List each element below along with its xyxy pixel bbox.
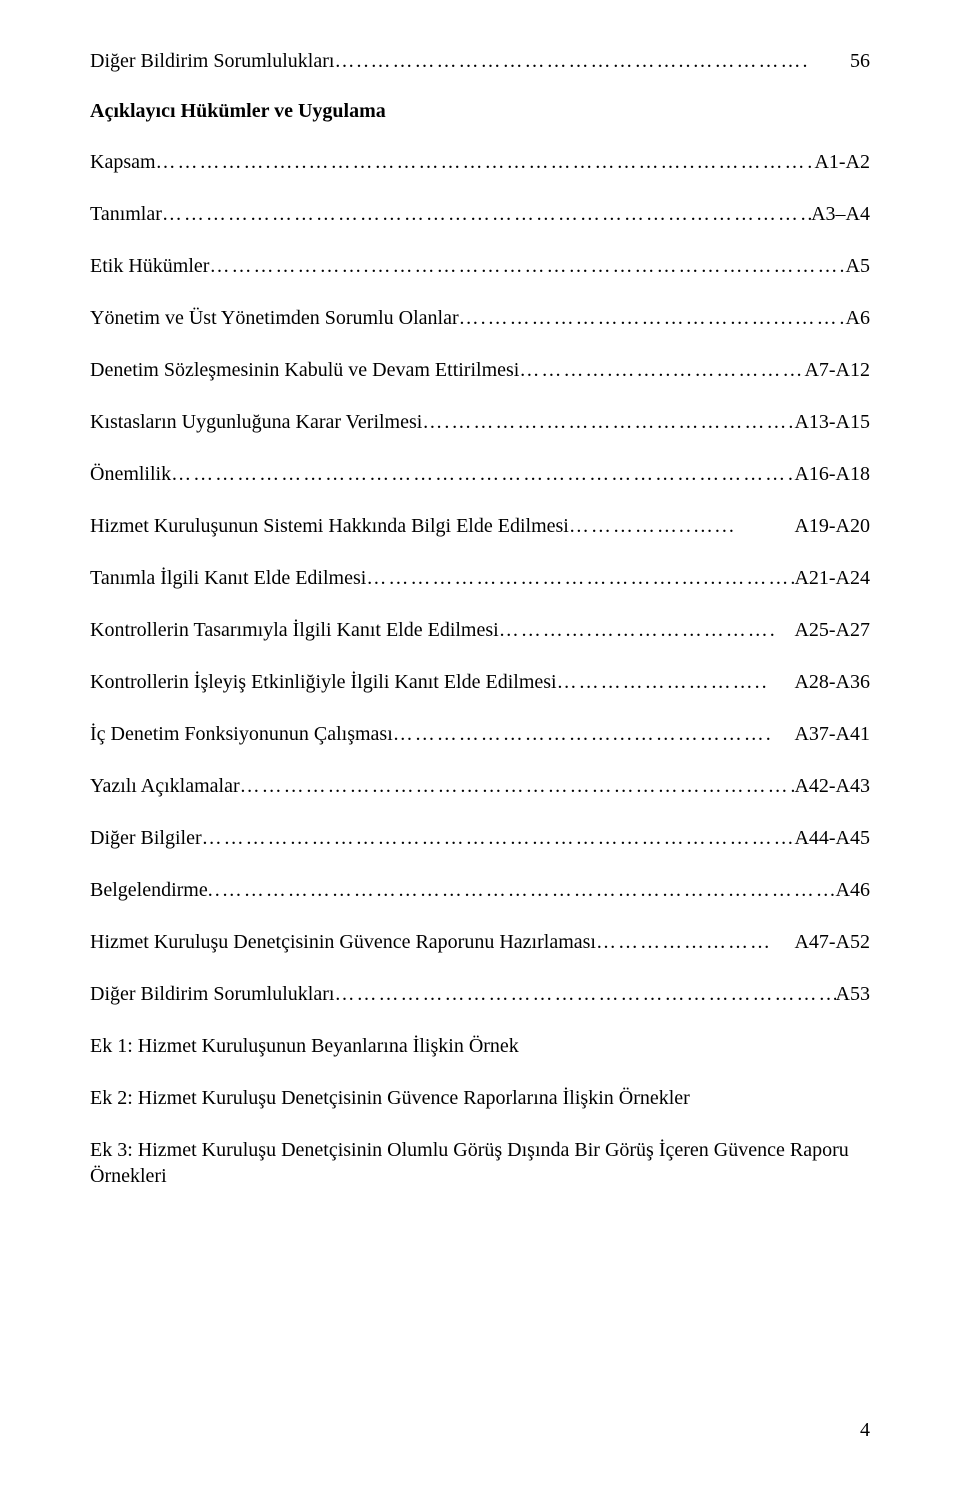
toc-page-ref: A21-A24 bbox=[794, 565, 870, 591]
toc-page-ref: A37-A41 bbox=[794, 721, 870, 747]
toc-label: Denetim Sözleşmesinin Kabulü ve Devam Et… bbox=[90, 357, 519, 383]
toc-dots: ……………………….. bbox=[557, 669, 795, 695]
toc-entry: Etik Hükümler ………………….…………………………………………….… bbox=[90, 253, 870, 279]
toc-dots: ………………………………………………………………………………. bbox=[202, 825, 795, 851]
toc-entry: Önemlilik ………………………………………………………………………………… bbox=[90, 461, 870, 487]
toc-dots: ………….……..…………………. bbox=[519, 357, 804, 383]
toc-page-ref: A44-A45 bbox=[794, 825, 870, 851]
toc-entry: Tanımla İlgili Kanıt Elde Edilmesi ……………… bbox=[90, 565, 870, 591]
toc-entry: İç Denetim Fonksiyonunun Çalışması ……………… bbox=[90, 721, 870, 747]
toc-page-ref: A53 bbox=[836, 981, 870, 1007]
toc-entry: Hizmet Kuruluşunun Sistemi Hakkında Bilg… bbox=[90, 513, 870, 539]
toc-dots: ……………..…... bbox=[569, 513, 795, 539]
appendix-line: Ek 1: Hizmet Kuruluşunun Beyanlarına İli… bbox=[90, 1033, 870, 1059]
toc-dots: ………….……………………. bbox=[499, 617, 795, 643]
toc-entry: Yönetim ve Üst Yönetimden Sorumlu Olanla… bbox=[90, 305, 870, 331]
toc-dots: ……………………………………………………………………………………..…... bbox=[162, 201, 811, 227]
toc-dots: …..……………………………………..……………. bbox=[334, 48, 850, 74]
toc-page-ref: A19-A20 bbox=[794, 513, 870, 539]
toc-dots: …………………………………….…...………. bbox=[366, 565, 794, 591]
toc-dots: ……………………………………………………………... bbox=[334, 981, 835, 1007]
page-number: 4 bbox=[860, 1419, 870, 1442]
toc-label: İç Denetim Fonksiyonunun Çalışması bbox=[90, 721, 393, 747]
toc-page-ref: 56 bbox=[850, 48, 870, 74]
toc-label: Yazılı Açıklamalar bbox=[90, 773, 240, 799]
toc-label: Diğer Bildirim Sorumlulukları bbox=[90, 48, 334, 74]
toc-entry: Kontrollerin İşleyiş Etkinliğiyle İlgili… bbox=[90, 669, 870, 695]
toc-dots: …………………………...………………. bbox=[393, 721, 795, 747]
appendix-line: Ek 3: Hizmet Kuruluşu Denetçisinin Oluml… bbox=[90, 1137, 870, 1189]
toc-dots: …………………… bbox=[596, 929, 794, 955]
toc-dots: ……………………………………………………………………………………... bbox=[171, 461, 794, 487]
toc-page-ref: A47-A52 bbox=[794, 929, 870, 955]
toc-entry: Diğer Bildirim Sorumlulukları …..…………………… bbox=[90, 48, 870, 74]
toc-entry: Hizmet Kuruluşu Denetçisinin Güvence Rap… bbox=[90, 929, 870, 955]
toc-label: Kapsam bbox=[90, 149, 156, 175]
section-title: Açıklayıcı Hükümler ve Uygulama bbox=[90, 100, 870, 123]
toc-page-ref: A42-A43 bbox=[794, 773, 870, 799]
toc-label: Etik Hükümler bbox=[90, 253, 209, 279]
toc-entry: Denetim Sözleşmesinin Kabulü ve Devam Et… bbox=[90, 357, 870, 383]
toc-dots: ….………….…………………………….. bbox=[422, 409, 794, 435]
toc-label: Yönetim ve Üst Yönetimden Sorumlu Olanla… bbox=[90, 305, 459, 331]
toc-dots: ….…………………………………...………. bbox=[459, 305, 846, 331]
toc-entry: Diğer Bildirim Sorumlulukları …………………………… bbox=[90, 981, 870, 1007]
toc-page-ref: A7-A12 bbox=[804, 357, 870, 383]
toc-page-ref: A5 bbox=[846, 253, 870, 279]
toc-label: Tanımlar bbox=[90, 201, 162, 227]
document-page: Diğer Bildirim Sorumlulukları …..…………………… bbox=[0, 0, 960, 1490]
toc-page-ref: A13-A15 bbox=[794, 409, 870, 435]
toc-dots: ………………….…………………………………………….………….………….…... bbox=[209, 253, 845, 279]
toc-page-ref: A3–A4 bbox=[811, 201, 870, 227]
toc-dots: ………………………………………………………………………. bbox=[240, 773, 795, 799]
toc-dots: …………….…..……………………………………………..…………………………..… bbox=[156, 149, 815, 175]
toc-entry: Yazılı Açıklamalar ………………………………………………………… bbox=[90, 773, 870, 799]
toc-entry: Kıstasların Uygunluğuna Karar Verilmesi … bbox=[90, 409, 870, 435]
toc-label: Önemlilik bbox=[90, 461, 171, 487]
toc-label: Kıstasların Uygunluğuna Karar Verilmesi bbox=[90, 409, 422, 435]
toc-page-ref: A28-A36 bbox=[794, 669, 870, 695]
toc-label: Diğer Bilgiler bbox=[90, 825, 202, 851]
toc-page-ref: A46 bbox=[836, 877, 870, 903]
toc-entry: Kontrollerin Tasarımıyla İlgili Kanıt El… bbox=[90, 617, 870, 643]
toc-label: Kontrollerin Tasarımıyla İlgili Kanıt El… bbox=[90, 617, 499, 643]
toc-entry: Belgelendirme ..………………………………………………………………… bbox=[90, 877, 870, 903]
toc-page-ref: A6 bbox=[846, 305, 870, 331]
toc-entry: Tanımlar …………………………………………………………………………………… bbox=[90, 201, 870, 227]
toc-label: Diğer Bildirim Sorumlulukları bbox=[90, 981, 334, 1007]
toc-entry: Diğer Bilgiler …………………………………………………………………… bbox=[90, 825, 870, 851]
toc-label: Belgelendirme bbox=[90, 877, 208, 903]
appendix-line: Ek 2: Hizmet Kuruluşu Denetçisinin Güven… bbox=[90, 1085, 870, 1111]
toc-label: Kontrollerin İşleyiş Etkinliğiyle İlgili… bbox=[90, 669, 557, 695]
toc-page-ref: A16-A18 bbox=[794, 461, 870, 487]
toc-label: Hizmet Kuruluşu Denetçisinin Güvence Rap… bbox=[90, 929, 596, 955]
toc-entry: Kapsam …………….…..……………………………………………..……………… bbox=[90, 149, 870, 175]
toc-page-ref: A1-A2 bbox=[814, 149, 870, 175]
toc-label: Hizmet Kuruluşunun Sistemi Hakkında Bilg… bbox=[90, 513, 569, 539]
toc-page-ref: A25-A27 bbox=[794, 617, 870, 643]
toc-label: Tanımla İlgili Kanıt Elde Edilmesi bbox=[90, 565, 366, 591]
toc-dots: ..…………………………………………………………………………….…... bbox=[208, 877, 836, 903]
